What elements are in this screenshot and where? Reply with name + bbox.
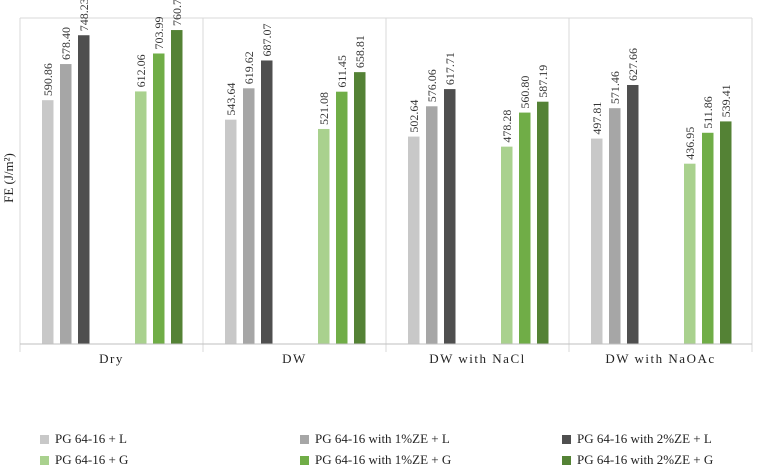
bar-6-4 [720, 121, 732, 345]
data-label: 543.64 [224, 83, 238, 116]
data-label: 571.46 [608, 71, 622, 104]
bar-4-3 [501, 146, 513, 344]
bar-2-3 [426, 106, 438, 344]
legend-label: PG 64-16 with 1%ZE + G [315, 452, 452, 467]
data-label: 678.40 [59, 27, 73, 60]
bar-2-4 [609, 108, 621, 344]
data-label: 511.86 [701, 96, 715, 129]
data-label: 478.28 [500, 110, 514, 143]
legend-label: PG 64-16 + L [55, 431, 127, 446]
plot-area: 590.86 543.64 502.64 497.81 678.40 619.62 576.… [19, 0, 753, 366]
bar-5-4 [702, 132, 714, 344]
data-label: 687.07 [260, 23, 274, 56]
data-label: 560.80 [518, 76, 532, 109]
bar-1-3 [408, 136, 420, 344]
legend-swatch [40, 455, 49, 465]
x-tick-label: Dry [99, 351, 124, 366]
data-label: 748.23 [77, 0, 91, 31]
bar-3-2 [261, 60, 273, 344]
legend-swatch [40, 434, 49, 444]
data-label: 703.99 [152, 16, 166, 49]
data-label: 611.45 [335, 55, 349, 88]
x-tick-label: DW with NaCl [429, 351, 525, 366]
bar-5-1 [153, 53, 165, 344]
legend-item: PG 64-16 + L [40, 430, 127, 448]
legend: PG 64-16 + L PG 64-16 with 1%ZE + L PG 64-… [0, 420, 759, 467]
legend-swatch [300, 434, 309, 444]
legend-item: PG 64-16 with 1%ZE + G [300, 451, 451, 469]
bar-4-4 [684, 163, 696, 344]
data-label: 612.06 [134, 54, 148, 87]
data-label: 587.19 [536, 65, 550, 98]
bar-2-2 [243, 88, 255, 344]
data-label: 497.81 [590, 102, 604, 135]
bar-4-2 [318, 128, 330, 344]
data-label: 760.79 [170, 0, 184, 26]
y-axis-label: FE (J/m²) [1, 153, 16, 203]
x-tick-label: DW with NaOAc [605, 351, 715, 366]
data-label: 521.08 [317, 92, 331, 125]
legend-swatch [562, 434, 571, 444]
legend-label: PG 64-16 with 2%ZE + G [577, 452, 714, 467]
bar-3-3 [444, 89, 456, 344]
bar-5-3 [519, 112, 531, 344]
bar-chart: 590.86 543.64 502.64 497.81 678.40 619.62 576.… [1, 0, 753, 366]
x-tick-label: DW [282, 351, 307, 366]
bar-6-2 [354, 72, 366, 345]
data-label: 590.86 [41, 63, 55, 96]
legend-swatch [562, 455, 571, 465]
bar-1-2 [225, 119, 237, 345]
legend-label: PG 64-16 with 2%ZE + L [577, 431, 712, 446]
bar-4-1 [135, 91, 147, 344]
bar-6-1 [171, 30, 183, 345]
legend-label: PG 64-16 + G [55, 452, 129, 467]
legend-label: PG 64-16 with 1%ZE + L [315, 431, 450, 446]
legend-item: PG 64-16 with 1%ZE + L [300, 430, 450, 448]
bar-3-1 [78, 35, 90, 345]
bar-1-1 [42, 100, 54, 344]
legend-item: PG 64-16 + G [40, 451, 128, 469]
legend-item: PG 64-16 with 2%ZE + L [562, 430, 712, 448]
data-label: 539.41 [719, 84, 733, 117]
data-label: 658.81 [353, 35, 367, 68]
data-label: 617.71 [443, 52, 457, 85]
legend-item: PG 64-16 with 2%ZE + G [562, 451, 713, 469]
bar-5-2 [336, 91, 348, 344]
bar-1-4 [591, 138, 603, 344]
data-label: 627.66 [626, 48, 640, 81]
legend-swatch [300, 455, 309, 465]
data-label: 502.64 [407, 100, 421, 133]
bar-2-1 [60, 64, 72, 344]
data-label: 619.62 [242, 51, 256, 84]
bar-3-4 [627, 84, 639, 344]
bar-6-3 [537, 101, 549, 344]
data-label: 576.06 [425, 69, 439, 102]
data-label: 436.95 [683, 127, 697, 160]
